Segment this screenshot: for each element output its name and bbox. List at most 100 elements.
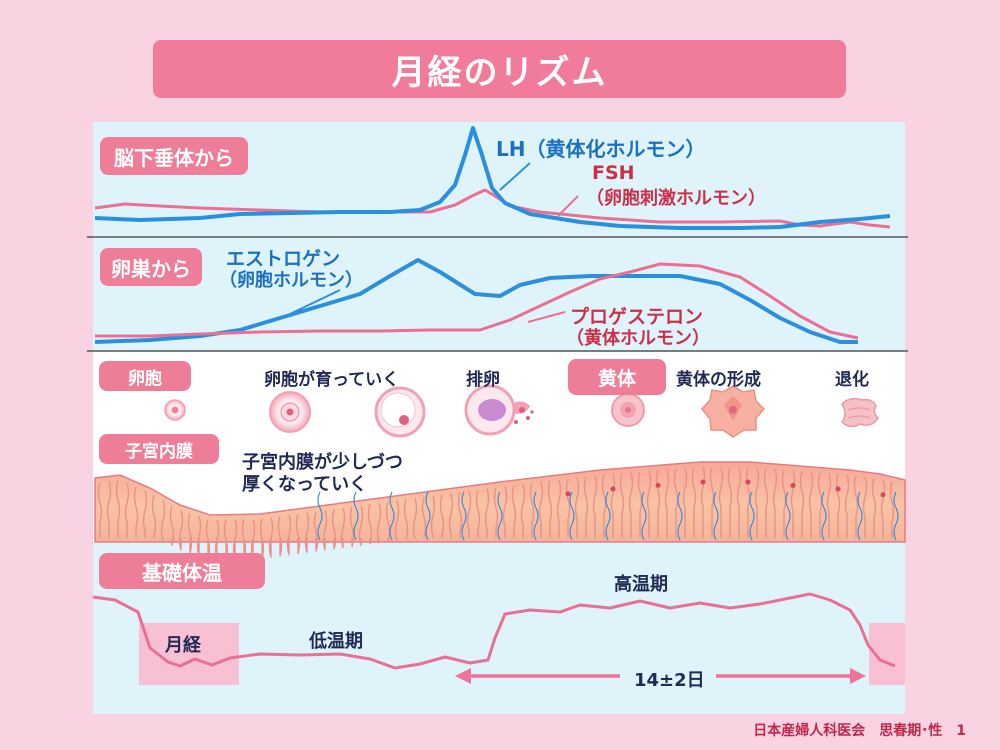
endometrium-vessel	[389, 491, 395, 541]
corpus-luteum-formed	[701, 385, 766, 438]
endometrium-gland	[826, 473, 832, 538]
endometrium-vessel	[749, 491, 755, 541]
endometrium-gland	[817, 472, 823, 538]
endometrium-vessel	[569, 491, 575, 541]
bbt-curve	[92, 592, 896, 670]
section-label-pituitary: 脳下垂体から	[100, 137, 248, 175]
endometrium-gland	[448, 493, 454, 538]
endometrium-gland	[394, 500, 400, 541]
interval-arrow-right-head	[850, 668, 866, 684]
endometrium-gland	[700, 466, 706, 538]
endometrium-gland	[862, 476, 868, 538]
endometrium-vessel	[605, 491, 611, 541]
follicle-small	[164, 399, 186, 421]
endometrium-gland	[592, 475, 598, 538]
endometrium-vessel	[533, 491, 539, 541]
section-label-follicle: 卵胞	[99, 361, 191, 391]
bbt-label-interval: 14±2日	[634, 670, 705, 691]
endometrium-blood-spot	[700, 479, 706, 485]
endometrium-vessel	[353, 491, 359, 541]
endometrium-gland	[502, 486, 508, 538]
endometrium-vessel	[785, 491, 791, 541]
endometrium-gland	[349, 506, 355, 547]
endometrium-gland	[763, 468, 769, 538]
endometrium-gland	[340, 507, 346, 549]
endometrium-gland	[529, 482, 535, 538]
lh-label: LH（黄体化ホルモン）	[496, 137, 706, 161]
section-label-endometrium: 子宮内膜	[99, 434, 219, 464]
follicle-growing	[269, 391, 311, 433]
bbt-label-high: 高温期	[614, 574, 668, 595]
endometrium-gland	[493, 487, 499, 538]
endometrium-gland	[880, 479, 886, 538]
endometrium-gland	[664, 469, 670, 538]
endometrium-gland	[169, 505, 175, 546]
endometrium-gland	[871, 477, 877, 538]
endometrium-gland	[655, 470, 661, 538]
endometrium-gland	[484, 488, 490, 538]
endometrium-gland	[133, 486, 139, 538]
endometrium-gland	[412, 498, 418, 539]
endometrium-gland	[151, 495, 157, 538]
endometrium-gland	[709, 466, 715, 538]
endometrium-gland	[295, 513, 301, 555]
lh-curve	[94, 126, 891, 230]
endometrium-gland	[331, 508, 337, 550]
endometrium-gland	[646, 470, 652, 538]
endometrium-gland	[601, 474, 607, 538]
bbt-label-low: 低温期	[309, 631, 363, 652]
endometrium-gland	[835, 473, 841, 538]
endometrium-gland	[196, 516, 202, 557]
endometrium-vessel	[425, 491, 431, 541]
endometrium-gland	[466, 490, 472, 538]
endometrium-gland	[682, 467, 688, 538]
endometrium-gland	[853, 475, 859, 538]
estrogen-label: エストロゲン	[226, 248, 341, 270]
endometrium-gland	[565, 478, 571, 538]
endometrium-blood-spot	[790, 482, 796, 488]
corpus-albicans	[841, 397, 879, 428]
estrogen-leader-line	[289, 289, 341, 315]
endometrium-gland	[799, 470, 805, 538]
endometrium-gland	[619, 473, 625, 538]
endometrium-vessel	[461, 491, 467, 541]
endometrium-gland	[547, 480, 553, 538]
endometrium-blood-spot	[880, 492, 886, 498]
progesterone-label: プロゲステロン	[570, 306, 704, 328]
endometrium-gland	[736, 466, 742, 538]
endometrium-gland	[673, 468, 679, 538]
endometrium-note-line1: 子宮内膜が少しづつ	[242, 452, 403, 473]
endometrium-vessel	[893, 491, 899, 541]
endometrium-gland	[844, 474, 850, 538]
stage-label-regression: 退化	[835, 370, 869, 390]
progesterone-leader-line	[527, 311, 566, 323]
page-title: 月経のリズム	[153, 40, 846, 98]
endometrium-gland	[754, 467, 760, 538]
endometrium-gland	[358, 505, 364, 546]
corpus-luteum-early	[611, 393, 645, 427]
endometrium-gland	[142, 490, 148, 538]
endometrium-blood-spot	[745, 479, 751, 485]
endometrium-gland	[610, 473, 616, 538]
endometrium-gland	[376, 502, 382, 544]
endometrium-blood-spot	[610, 486, 616, 492]
endometrium-gland	[511, 485, 517, 538]
endometrium-gland	[385, 501, 391, 543]
endometrium-gland	[475, 489, 481, 538]
endometrium-blood-spot	[655, 482, 661, 488]
lh-leader-line	[499, 162, 531, 191]
endometrium-gland	[430, 495, 436, 538]
endometrium-gland	[520, 484, 526, 538]
endometrium-gland	[889, 481, 895, 538]
endometrium-gland	[574, 477, 580, 538]
section-label-bbt: 基礎体温	[99, 553, 265, 589]
follicle-mature	[374, 386, 426, 438]
endometrium-gland	[439, 494, 445, 538]
footer-credit: 日本産婦人科医会 思春期･性 1	[753, 723, 966, 739]
endometrium-gland	[628, 472, 634, 538]
stage-label-growing: 卵胞が育っていく	[264, 370, 400, 390]
endometrium-gland	[790, 470, 796, 538]
endometrium-note-line2: 厚くなっていく	[242, 474, 368, 495]
endometrium-gland	[286, 514, 292, 556]
